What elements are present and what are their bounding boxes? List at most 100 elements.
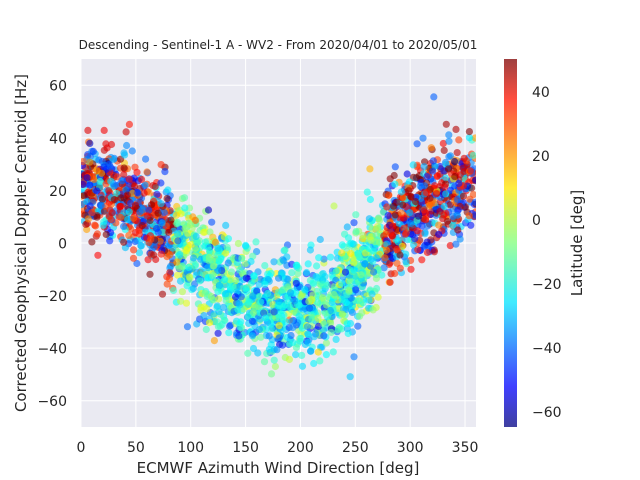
data-point bbox=[297, 293, 305, 301]
data-point bbox=[88, 238, 96, 246]
data-point bbox=[144, 256, 152, 264]
y-tick-label: −40 bbox=[37, 342, 67, 358]
data-point bbox=[314, 274, 322, 282]
data-point bbox=[386, 278, 394, 286]
data-point bbox=[174, 271, 182, 279]
data-point bbox=[177, 297, 185, 305]
data-point bbox=[209, 272, 217, 280]
data-point bbox=[343, 223, 351, 231]
data-point bbox=[369, 306, 377, 314]
data-point bbox=[248, 332, 257, 340]
data-point bbox=[295, 301, 303, 309]
data-point bbox=[456, 171, 464, 179]
data-point bbox=[332, 335, 340, 343]
x-tick-label: 350 bbox=[452, 440, 479, 456]
data-point bbox=[421, 215, 429, 223]
data-point bbox=[271, 362, 279, 371]
data-point bbox=[371, 238, 379, 246]
data-point bbox=[260, 358, 269, 366]
data-point bbox=[430, 93, 438, 101]
data-point bbox=[441, 174, 449, 182]
data-point bbox=[423, 248, 431, 257]
data-point bbox=[391, 211, 399, 219]
data-point bbox=[131, 237, 139, 246]
data-point bbox=[313, 262, 321, 270]
data-point bbox=[173, 230, 182, 238]
data-point bbox=[405, 187, 413, 195]
data-point bbox=[247, 257, 255, 266]
data-point bbox=[314, 314, 322, 322]
data-point bbox=[372, 254, 380, 262]
data-point bbox=[449, 221, 457, 229]
data-point bbox=[102, 230, 110, 239]
data-point bbox=[157, 200, 165, 208]
data-point bbox=[466, 195, 474, 203]
data-point bbox=[429, 157, 437, 165]
data-point bbox=[421, 230, 429, 238]
data-point bbox=[338, 249, 346, 257]
data-point bbox=[374, 293, 382, 301]
data-point bbox=[82, 220, 90, 228]
data-point bbox=[289, 338, 297, 346]
data-point bbox=[123, 141, 131, 150]
data-point bbox=[183, 323, 192, 331]
data-point bbox=[304, 338, 312, 347]
data-point bbox=[455, 136, 463, 144]
data-point bbox=[402, 229, 410, 237]
data-point bbox=[420, 163, 428, 171]
data-point bbox=[316, 357, 324, 365]
data-point bbox=[216, 281, 224, 289]
data-point bbox=[163, 195, 171, 203]
data-point bbox=[275, 334, 283, 342]
data-point bbox=[330, 291, 338, 299]
data-point bbox=[288, 317, 296, 325]
colorbar-ticks: −60 −40 −20 0 20 40 bbox=[532, 85, 562, 421]
data-point bbox=[191, 216, 199, 224]
data-point bbox=[368, 290, 376, 298]
data-point bbox=[370, 268, 378, 276]
data-point bbox=[423, 222, 432, 230]
data-point bbox=[163, 273, 171, 281]
data-point bbox=[365, 215, 373, 223]
data-point bbox=[86, 139, 94, 147]
data-point bbox=[444, 165, 453, 173]
data-point bbox=[254, 349, 262, 357]
data-point bbox=[106, 237, 114, 245]
colorbar-tick-label: 20 bbox=[532, 149, 550, 165]
data-point bbox=[123, 191, 131, 199]
data-point bbox=[440, 202, 448, 211]
data-point bbox=[282, 318, 290, 326]
data-point bbox=[330, 202, 338, 210]
data-point bbox=[193, 238, 201, 246]
data-point bbox=[304, 260, 312, 268]
data-point bbox=[117, 194, 125, 202]
data-point bbox=[225, 329, 233, 337]
data-point bbox=[182, 247, 190, 255]
data-point bbox=[321, 309, 329, 317]
data-point bbox=[352, 286, 360, 294]
data-point bbox=[169, 286, 178, 294]
data-point bbox=[86, 181, 94, 189]
data-point bbox=[334, 326, 342, 334]
data-point bbox=[109, 156, 118, 164]
data-point bbox=[249, 292, 257, 300]
data-point bbox=[423, 189, 431, 197]
data-point bbox=[124, 215, 132, 223]
data-point bbox=[319, 294, 327, 302]
data-point bbox=[403, 170, 411, 178]
data-point bbox=[281, 246, 289, 254]
data-point bbox=[374, 225, 382, 233]
data-point bbox=[288, 269, 296, 277]
x-tick-label: 200 bbox=[287, 440, 314, 456]
data-point bbox=[98, 169, 106, 177]
data-point bbox=[445, 137, 453, 145]
data-point bbox=[341, 268, 350, 276]
data-point bbox=[455, 179, 463, 188]
data-point bbox=[125, 208, 133, 216]
data-point bbox=[396, 251, 404, 259]
data-point bbox=[201, 289, 209, 297]
data-point bbox=[390, 202, 398, 210]
data-point bbox=[312, 330, 320, 338]
data-point bbox=[383, 203, 391, 211]
data-point bbox=[133, 168, 141, 176]
